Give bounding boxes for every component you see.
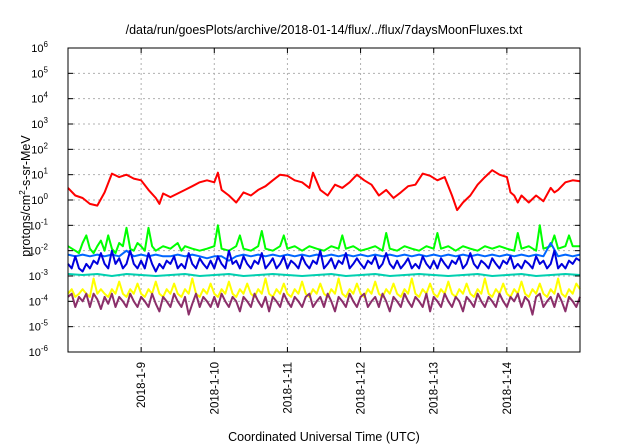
y-axis-label-suffix: -s-sr-MeV: [19, 135, 33, 191]
x-tick-label: 2018-1-13: [429, 362, 441, 414]
y-tick-label: 102: [31, 141, 48, 156]
series-line: [67, 224, 580, 255]
x-tick-label: 2018-1-14: [502, 361, 514, 414]
x-tick-label: 2018-1-10: [209, 362, 221, 414]
data-series: [67, 169, 581, 316]
series-line: [67, 249, 581, 273]
y-tick-label: 10-5: [29, 319, 49, 334]
y-axis-label-superscript: 2: [17, 190, 27, 195]
y-tick-label: 106: [31, 40, 48, 55]
y-tick-label: 10-3: [29, 268, 49, 283]
x-tick-label: 2018-1-11: [282, 362, 294, 414]
y-tick-label: 101: [31, 167, 48, 182]
y-tick-label: 10-1: [29, 217, 49, 232]
series-line: [67, 242, 581, 262]
y-axis-label-main: protons/cm: [19, 195, 33, 257]
y-tick-label: 103: [31, 116, 48, 131]
x-axis-label: Coordinated Universal Time (UTC): [228, 430, 420, 444]
grid-lines: [68, 48, 580, 352]
svg-text:protons/cm2-s-sr-MeV: protons/cm2-s-sr-MeV: [17, 135, 33, 257]
chart-title: /data/run/goesPlots/archive/2018-01-14/f…: [126, 23, 523, 37]
y-tick-label: 10-2: [29, 243, 49, 258]
y-tick-label: 104: [31, 91, 48, 106]
y-tick-label: 10-4: [29, 293, 49, 308]
series-line: [67, 292, 581, 316]
series-line: [67, 273, 581, 277]
y-tick-label: 100: [31, 192, 48, 207]
x-tick-label: 2018-1-9: [136, 362, 148, 408]
series-line: [67, 169, 581, 212]
series-line: [67, 277, 581, 298]
y-tick-label: 105: [31, 65, 48, 80]
x-tick-label: 2018-1-12: [356, 362, 368, 414]
x-axis-ticks: 2018-1-9 2018-1-10 2018-1-11 2018-1-12 2018-…: [136, 48, 514, 414]
y-tick-label: 10-6: [29, 344, 49, 359]
y-axis-label: protons/cm2-s-sr-MeV: [17, 135, 33, 257]
y-axis-ticks: 10-6 10-5 10-4 10-3 10-2 10-1 100 101 102 103 104 1…: [29, 40, 580, 359]
